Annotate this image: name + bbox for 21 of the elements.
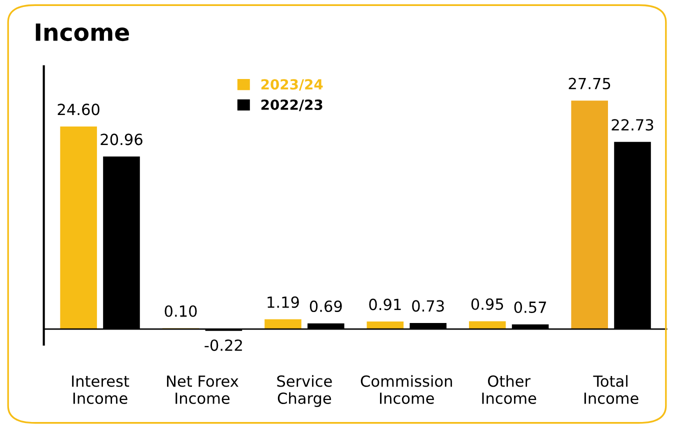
x-tick-label: Commission Income (360, 375, 452, 404)
x-tick-label: Total Income (584, 375, 638, 404)
x-tick-label: Service Charge (277, 375, 332, 407)
data-label: -0.22 (204, 339, 242, 351)
legend-label: 2022/23 (261, 99, 322, 112)
chart-title: Income (36, 24, 129, 42)
x-tick-label: Interest Income (72, 376, 130, 404)
data-label: 22.73 (612, 119, 654, 131)
data-label: 20.96 (100, 134, 142, 146)
data-label: 0.10 (164, 305, 197, 317)
data-label: 1.19 (268, 296, 299, 308)
legend-label: 2023/24 (261, 79, 323, 91)
data-label: 27.75 (568, 78, 610, 90)
x-tick-label: Other Income (482, 375, 536, 404)
data-label: 0.57 (514, 301, 546, 314)
data-label: 0.91 (369, 298, 401, 310)
data-label: 0.95 (471, 298, 504, 310)
x-tick-label: Net Forex Income (167, 376, 238, 404)
data-label: 0.69 (310, 300, 342, 312)
data-label: 24.60 (58, 104, 100, 116)
data-label: 0.73 (412, 300, 444, 312)
